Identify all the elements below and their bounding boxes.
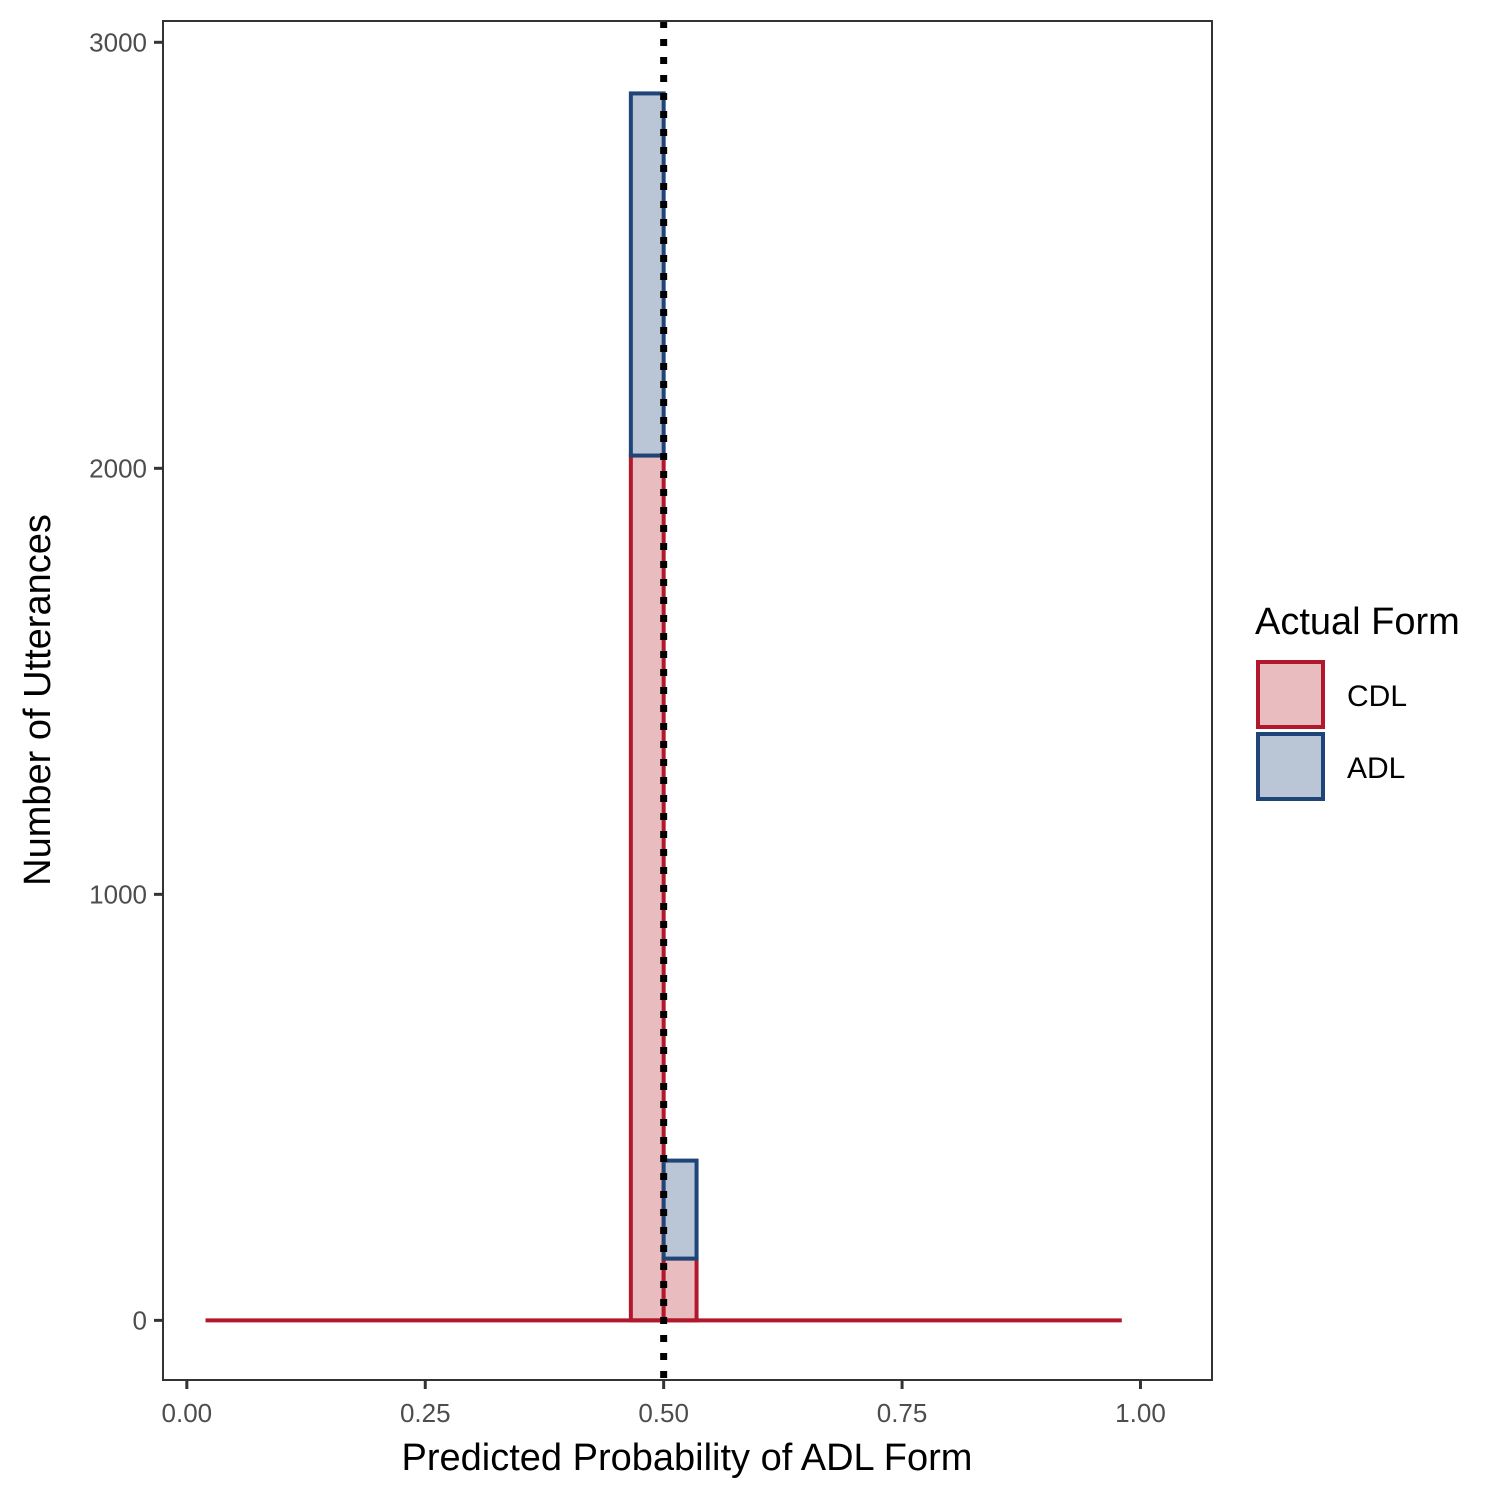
y-axis-title: Number of Utterances [17, 514, 59, 886]
x-tick-label: 0.75 [877, 1398, 928, 1428]
bar-cdl-0 [628, 453, 666, 1323]
bar-adl-1 [661, 1158, 699, 1261]
legend: Actual Form CDL ADL [1255, 601, 1460, 801]
bar-adl-0 [628, 91, 666, 458]
x-tick-label: 0.25 [400, 1398, 451, 1428]
y-tick-label: 2000 [89, 453, 147, 483]
legend-key-adl [1256, 732, 1325, 801]
x-tick-label: 0.50 [638, 1398, 689, 1428]
panel-background [163, 21, 1212, 1380]
x-tick-label: 1.00 [1115, 1398, 1166, 1428]
y-tick-label: 1000 [89, 879, 147, 909]
y-tick-label: 0 [133, 1305, 147, 1335]
axes: 0 1000 2000 3000 0.00 0.25 0.50 0.75 1.00 [89, 20, 1213, 1428]
x-tick-label: 0.00 [162, 1398, 213, 1428]
legend-label-adl: ADL [1347, 752, 1405, 785]
legend-key-cdl [1256, 660, 1325, 729]
y-tick-label: 3000 [89, 27, 147, 57]
panel-border [162, 20, 1213, 1381]
legend-label-cdl: CDL [1347, 680, 1407, 713]
legend-title: Actual Form [1255, 601, 1460, 643]
plot-area [163, 21, 1212, 1380]
bar-cdl-1 [661, 1256, 699, 1323]
x-axis-title: Predicted Probability of ADL Form [402, 1437, 973, 1479]
